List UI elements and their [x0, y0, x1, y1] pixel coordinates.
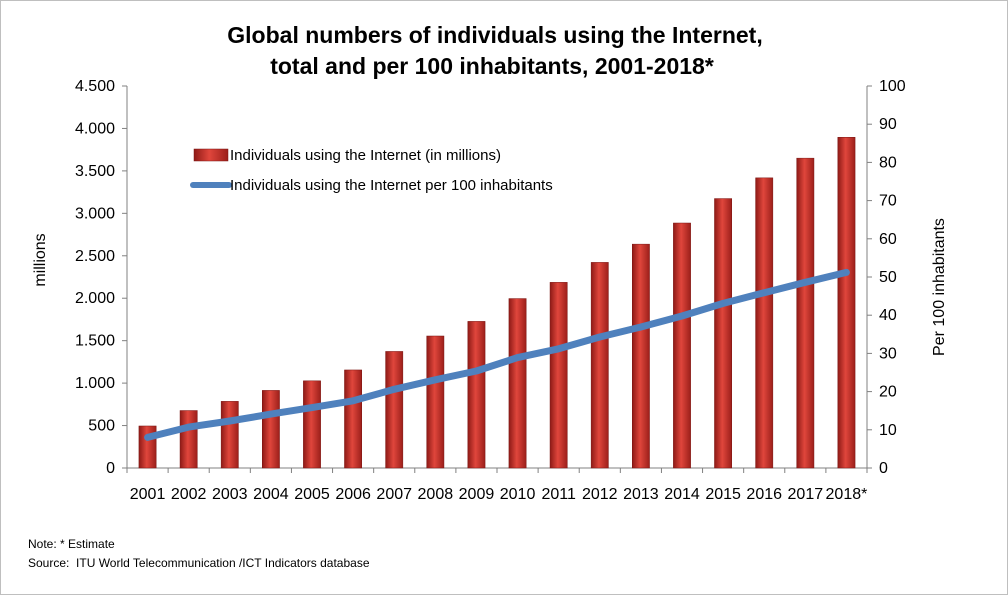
plot-area: 05001.0001.5002.0002.5003.0003.5004.0004… — [75, 78, 906, 503]
y-left-tick-label: 2.500 — [75, 248, 115, 265]
y-right-tick-label: 40 — [879, 307, 897, 324]
bar-2005 — [303, 380, 321, 469]
x-tick-label: 2016 — [746, 486, 782, 503]
bar-2013 — [632, 243, 650, 469]
bar-2008 — [426, 335, 445, 469]
y-left-tick-label: 3.500 — [75, 163, 115, 180]
y-left-tick-label: 4.000 — [75, 120, 115, 137]
y-left-tick-label: 500 — [88, 418, 115, 435]
y-right-tick-label: 0 — [879, 460, 888, 477]
chart-title-line-1: Global numbers of individuals using the … — [227, 22, 762, 48]
bar-2010 — [508, 298, 527, 469]
per-100-inhabitants-line — [144, 268, 850, 441]
x-tick-label: 2015 — [705, 486, 741, 503]
x-tick-label: 2001 — [130, 486, 166, 503]
bar-2017 — [796, 157, 815, 469]
bar-2009 — [467, 321, 486, 469]
x-tick-label: 2005 — [294, 486, 330, 503]
x-tick-label: 2013 — [623, 486, 659, 503]
x-tick-label: 2006 — [335, 486, 371, 503]
y-right-tick-label: 80 — [879, 154, 897, 171]
bar-2003 — [220, 401, 239, 469]
y-right-tick-label: 50 — [879, 269, 897, 286]
y-left-tick-label: 1.000 — [75, 375, 115, 392]
y-right-tick-label: 20 — [879, 384, 897, 401]
x-tick-label: 2009 — [459, 486, 495, 503]
x-tick-label: 2014 — [664, 486, 700, 503]
y-right-tick-label: 70 — [879, 193, 897, 210]
y-left-tick-label: 1.500 — [75, 333, 115, 350]
y-right-tick-label: 30 — [879, 345, 897, 362]
x-tick-label: 2007 — [376, 486, 412, 503]
x-tick-label: 2012 — [582, 486, 618, 503]
chart-title-line-2: total and per 100 inhabitants, 2001-2018… — [270, 53, 714, 79]
y-right-tick-label: 10 — [879, 422, 897, 439]
x-tick-label: 2002 — [171, 486, 207, 503]
footnote-estimate: Note: * Estimate — [28, 537, 115, 551]
footnote-source: Source: ITU World Telecommunication /ICT… — [28, 556, 370, 570]
y-left-tick-label: 4.500 — [75, 78, 115, 95]
y-right-tick-label: 90 — [879, 116, 897, 133]
legend: Individuals using the Internet (in milli… — [190, 147, 553, 194]
bar-2012 — [590, 262, 609, 469]
bar-2015 — [714, 198, 732, 469]
y-left-tick-label: 3.000 — [75, 205, 115, 222]
x-tick-label: 2003 — [212, 486, 248, 503]
bar-2018* — [837, 137, 856, 469]
bar-2014 — [673, 222, 691, 469]
x-tick-label: 2017 — [788, 486, 824, 503]
y-axis-right-label: Per 100 inhabitants — [931, 218, 948, 356]
y-left-tick-label: 2.000 — [75, 290, 115, 307]
x-tick-label: 2004 — [253, 486, 289, 503]
x-tick-label: 2010 — [500, 486, 536, 503]
bar-2016 — [755, 177, 774, 469]
legend-line-label: Individuals using the Internet per 100 i… — [230, 177, 553, 194]
y-right-tick-label: 60 — [879, 231, 897, 248]
bar-2007 — [385, 351, 404, 469]
bar-2011 — [549, 282, 568, 469]
bar-2002 — [179, 410, 198, 469]
x-tick-label: 2008 — [418, 486, 454, 503]
bar-2006 — [344, 369, 362, 469]
bar-2004 — [262, 390, 280, 469]
x-tick-label: 2018* — [826, 486, 868, 503]
y-axis-left-label: millions — [32, 233, 49, 286]
bar-2001 — [138, 425, 157, 469]
x-tick-label: 2011 — [541, 486, 576, 503]
y-left-tick-label: 0 — [106, 460, 115, 477]
legend-bar-label: Individuals using the Internet (in milli… — [230, 147, 501, 164]
legend-bar-swatch — [193, 148, 229, 162]
y-right-tick-label: 100 — [879, 78, 906, 95]
